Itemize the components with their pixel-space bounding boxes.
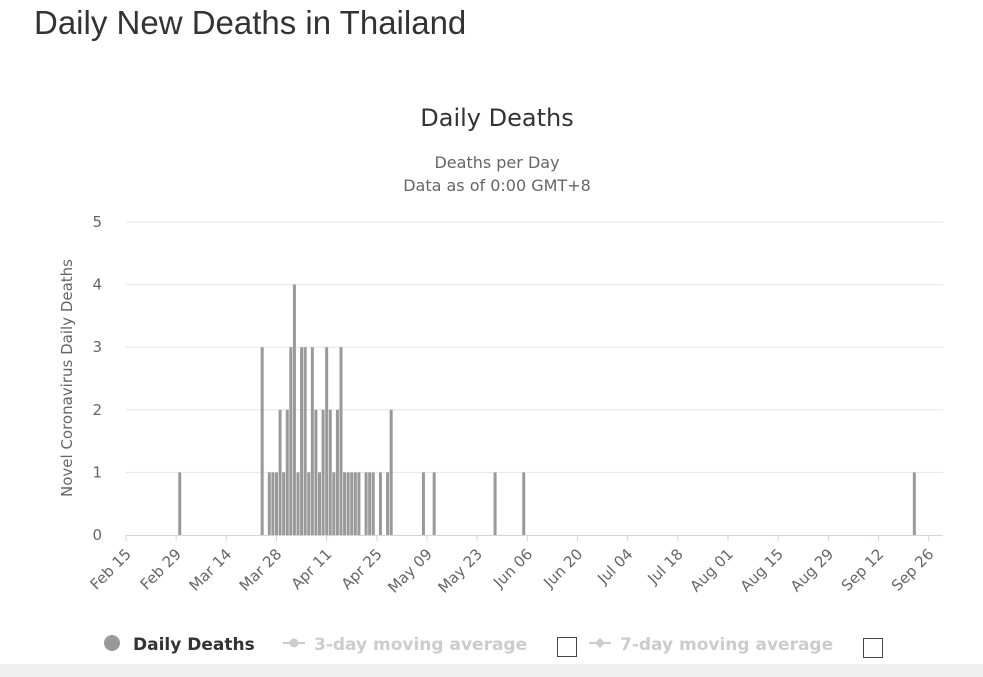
bar-daily-deaths[interactable] <box>389 409 393 535</box>
bar-daily-deaths[interactable] <box>346 472 350 535</box>
bar-daily-deaths[interactable] <box>328 409 332 535</box>
y-axis-label: Novel Coronavirus Daily Deaths <box>58 259 76 497</box>
x-tick-label: Feb 15 <box>86 545 134 593</box>
bar-daily-deaths[interactable] <box>292 284 296 535</box>
x-tick-label: Apr 25 <box>338 545 386 593</box>
x-tick-label: Mar 28 <box>236 545 286 595</box>
bar-daily-deaths[interactable] <box>912 472 916 535</box>
page-title: Daily New Deaths in Thailand <box>34 4 467 41</box>
x-tick-label: Apr 11 <box>288 545 336 593</box>
chart-subtitle-line-2: Data as of 0:00 GMT+8 <box>403 176 591 195</box>
bar-daily-deaths[interactable] <box>432 472 436 535</box>
bar-daily-deaths[interactable] <box>260 347 264 535</box>
chart-subtitle-line-1: Deaths per Day <box>434 153 559 172</box>
bar-daily-deaths[interactable] <box>289 347 293 535</box>
y-tick-label: 3 <box>92 338 102 356</box>
x-tick-label: Sep 26 <box>888 545 938 595</box>
legend-label-daily-deaths[interactable]: Daily Deaths <box>133 635 255 655</box>
bar-daily-deaths[interactable] <box>318 472 321 535</box>
bar-daily-deaths[interactable] <box>307 472 311 535</box>
x-axis-ticks: Feb 15 Feb 29 Mar 14 Mar 28 Apr 11 Apr 25May … <box>86 535 937 597</box>
bar-daily-deaths[interactable] <box>282 472 286 535</box>
bar-daily-deaths[interactable] <box>378 472 382 535</box>
bar-daily-deaths[interactable] <box>357 472 361 535</box>
legend-marker-7-day[interactable] <box>595 638 605 648</box>
bar-daily-deaths[interactable] <box>343 472 347 535</box>
x-tick-label: Jul 18 <box>644 545 687 588</box>
bar-daily-deaths[interactable] <box>421 472 425 535</box>
bar-daily-deaths[interactable] <box>353 472 357 535</box>
legend-checkbox-3-day[interactable] <box>557 637 577 657</box>
grid-lines <box>126 221 943 473</box>
bar-daily-deaths[interactable] <box>275 472 278 535</box>
legend-checkbox-7-day[interactable] <box>863 638 883 658</box>
x-tick-label: Feb 29 <box>137 545 185 593</box>
x-tick-label: Aug 29 <box>787 545 837 595</box>
y-axis-ticks: 0 1 2 3 4 5 <box>92 213 102 544</box>
x-tick-label: Aug 01 <box>687 545 737 595</box>
bar-daily-deaths[interactable] <box>339 347 343 535</box>
bar-daily-deaths[interactable] <box>310 347 314 535</box>
y-tick-label: 4 <box>92 276 102 294</box>
legend-label-3-day-moving-average[interactable]: 3-day moving average <box>314 635 527 655</box>
bar-daily-deaths[interactable] <box>178 472 182 535</box>
y-tick-label: 2 <box>92 401 102 419</box>
x-tick-label: Jul 04 <box>593 545 636 588</box>
bar-daily-deaths[interactable] <box>303 347 307 535</box>
bar-daily-deaths[interactable] <box>300 347 304 535</box>
bottom-scrollbar-area <box>0 664 983 677</box>
chart-legend: Daily Deaths 3-day moving average 7-day mo… <box>104 635 883 658</box>
bar-daily-deaths[interactable] <box>350 472 354 535</box>
x-tick-label: Mar 14 <box>186 545 236 595</box>
bar-daily-deaths[interactable] <box>285 409 289 535</box>
bar-daily-deaths[interactable] <box>271 472 275 535</box>
bar-series-daily-deaths <box>178 284 916 535</box>
y-tick-label: 5 <box>92 213 102 231</box>
chart-title: Daily Deaths <box>420 104 573 132</box>
bar-daily-deaths[interactable] <box>325 347 329 535</box>
x-tick-label: Jun 20 <box>539 545 586 592</box>
x-tick-label: May 09 <box>384 545 436 597</box>
legend-marker-daily-deaths[interactable] <box>104 635 120 651</box>
bar-daily-deaths[interactable] <box>278 409 282 535</box>
y-tick-label: 1 <box>92 463 102 481</box>
legend-marker-3-day[interactable] <box>289 638 299 648</box>
bar-daily-deaths[interactable] <box>522 472 526 535</box>
x-tick-label: Jun 06 <box>489 545 536 592</box>
bar-daily-deaths[interactable] <box>364 472 368 535</box>
bar-daily-deaths[interactable] <box>296 472 300 535</box>
bar-daily-deaths[interactable] <box>332 472 336 535</box>
y-tick-label: 0 <box>92 526 102 544</box>
x-tick-label: Aug 15 <box>737 545 787 595</box>
bar-daily-deaths[interactable] <box>371 472 375 535</box>
bar-daily-deaths[interactable] <box>493 472 497 535</box>
legend-label-7-day-moving-average[interactable]: 7-day moving average <box>620 635 833 655</box>
bar-daily-deaths[interactable] <box>335 409 339 535</box>
bar-daily-deaths[interactable] <box>267 472 271 535</box>
bar-daily-deaths[interactable] <box>314 409 318 535</box>
x-tick-label: Sep 12 <box>838 545 888 595</box>
x-tick-label: May 23 <box>434 545 486 597</box>
bar-daily-deaths[interactable] <box>386 472 390 535</box>
bar-daily-deaths[interactable] <box>368 472 372 535</box>
bar-daily-deaths[interactable] <box>321 409 325 535</box>
